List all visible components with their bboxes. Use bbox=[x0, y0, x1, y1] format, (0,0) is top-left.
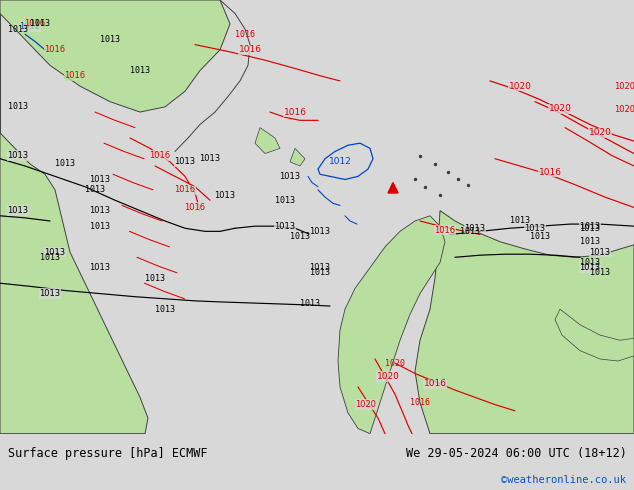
Text: 1013: 1013 bbox=[90, 221, 110, 231]
Text: 1013: 1013 bbox=[155, 305, 175, 314]
Text: 1016: 1016 bbox=[184, 203, 205, 212]
Polygon shape bbox=[388, 183, 398, 193]
Text: 1013: 1013 bbox=[8, 102, 28, 111]
Text: 1016: 1016 bbox=[150, 151, 171, 160]
Text: 1013: 1013 bbox=[8, 151, 29, 160]
Text: 1013: 1013 bbox=[530, 232, 550, 241]
Text: 1012: 1012 bbox=[328, 157, 351, 166]
Text: 1013: 1013 bbox=[580, 237, 600, 246]
Text: 1013: 1013 bbox=[145, 273, 165, 283]
Polygon shape bbox=[555, 309, 634, 361]
Text: 1013: 1013 bbox=[580, 221, 600, 231]
Text: 1013: 1013 bbox=[579, 263, 600, 272]
Text: 1013: 1013 bbox=[214, 191, 236, 199]
Text: 1013: 1013 bbox=[580, 258, 600, 267]
Text: 1013: 1013 bbox=[310, 269, 330, 277]
Text: 1013: 1013 bbox=[85, 185, 105, 195]
Text: ©weatheronline.co.uk: ©weatheronline.co.uk bbox=[501, 475, 626, 485]
Text: 1016: 1016 bbox=[434, 226, 456, 235]
Text: 1016: 1016 bbox=[410, 398, 430, 407]
Text: 1016: 1016 bbox=[174, 185, 195, 195]
Text: 1020: 1020 bbox=[356, 400, 377, 409]
Text: 1013: 1013 bbox=[590, 247, 611, 257]
Text: 1016: 1016 bbox=[238, 45, 261, 54]
Text: 1013: 1013 bbox=[200, 154, 221, 163]
Text: 1013: 1013 bbox=[44, 247, 65, 257]
Text: 1013: 1013 bbox=[8, 206, 29, 215]
Text: 1016: 1016 bbox=[65, 71, 86, 80]
Text: 1016: 1016 bbox=[235, 30, 255, 39]
Text: 1013: 1013 bbox=[40, 253, 60, 262]
Text: 1013: 1013 bbox=[89, 175, 110, 184]
Text: Surface pressure [hPa] ECMWF: Surface pressure [hPa] ECMWF bbox=[8, 447, 207, 460]
Text: 1013: 1013 bbox=[280, 172, 301, 181]
Text: 1016: 1016 bbox=[283, 107, 306, 117]
Polygon shape bbox=[415, 211, 634, 434]
Text: We 29-05-2024 06:00 UTC (18+12): We 29-05-2024 06:00 UTC (18+12) bbox=[406, 447, 626, 460]
Text: 1013: 1013 bbox=[174, 157, 195, 166]
Text: 1016: 1016 bbox=[44, 45, 65, 54]
Text: 1013: 1013 bbox=[55, 159, 75, 169]
Text: 1020: 1020 bbox=[377, 372, 399, 381]
Text: 1020: 1020 bbox=[614, 105, 634, 115]
Polygon shape bbox=[255, 127, 280, 153]
Text: 1016: 1016 bbox=[424, 379, 446, 389]
Text: 1020: 1020 bbox=[588, 128, 611, 137]
Text: 1013: 1013 bbox=[524, 224, 546, 233]
Text: 1013: 1013 bbox=[309, 263, 330, 272]
Polygon shape bbox=[290, 148, 305, 166]
Text: 1013: 1013 bbox=[89, 263, 110, 272]
Text: 1020: 1020 bbox=[614, 82, 634, 91]
Text: 1013: 1013 bbox=[100, 35, 120, 44]
Text: 1013: 1013 bbox=[30, 20, 50, 28]
Polygon shape bbox=[338, 216, 445, 434]
Text: 1013: 1013 bbox=[8, 24, 28, 33]
Text: 1013: 1013 bbox=[39, 289, 61, 298]
Text: 1016: 1016 bbox=[25, 20, 46, 28]
Text: 1013: 1013 bbox=[460, 227, 480, 236]
Text: 1013: 1013 bbox=[309, 227, 330, 236]
Text: 1020: 1020 bbox=[385, 359, 405, 368]
Text: 1013: 1013 bbox=[275, 221, 295, 231]
Text: 1013: 1013 bbox=[510, 217, 530, 225]
Text: 1013: 1013 bbox=[130, 66, 150, 75]
Text: 1013: 1013 bbox=[290, 232, 310, 241]
Text: 1013: 1013 bbox=[275, 196, 295, 205]
Polygon shape bbox=[0, 0, 148, 434]
Text: 1013: 1013 bbox=[590, 269, 610, 277]
Text: 1013: 1013 bbox=[89, 206, 110, 215]
Text: 1020: 1020 bbox=[508, 82, 531, 91]
Text: 1013: 1013 bbox=[300, 299, 320, 309]
Text: 1012: 1012 bbox=[20, 23, 41, 31]
Text: 1016: 1016 bbox=[538, 168, 562, 177]
Text: 1020: 1020 bbox=[548, 104, 571, 113]
Text: 1013: 1013 bbox=[579, 224, 600, 233]
Text: 1013: 1013 bbox=[465, 224, 486, 233]
Polygon shape bbox=[0, 0, 230, 112]
